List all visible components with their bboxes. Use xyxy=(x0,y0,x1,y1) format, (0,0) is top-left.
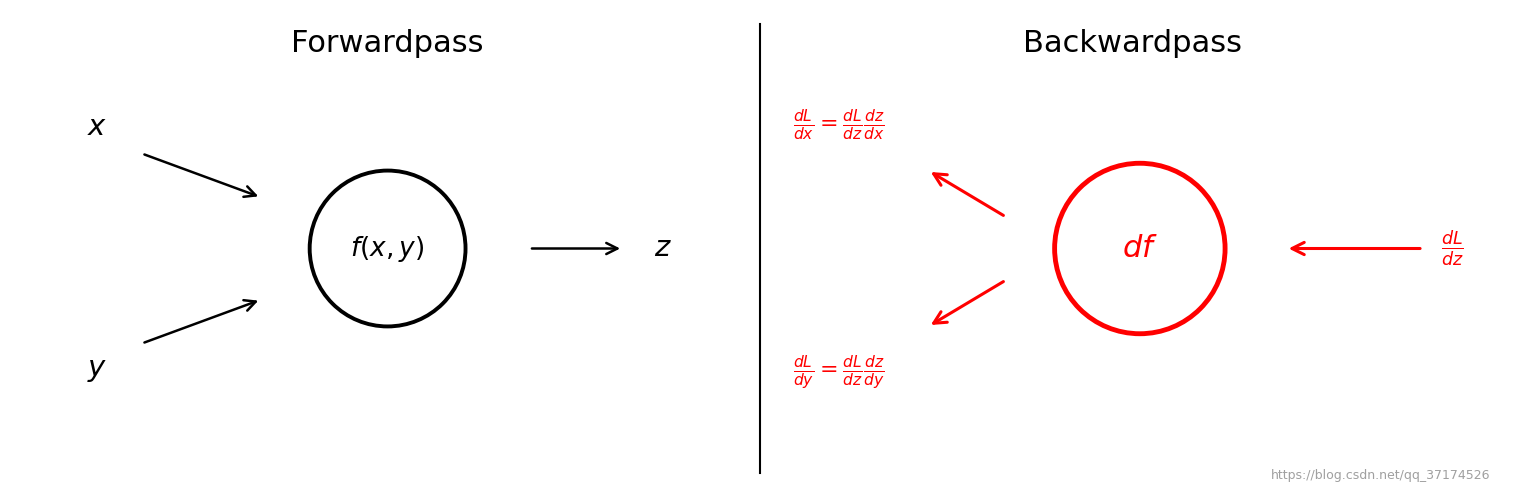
Text: $\frac{dL}{dz}$: $\frac{dL}{dz}$ xyxy=(1441,229,1464,268)
Text: $\frac{dL}{dx} = \frac{dL}{dz}\frac{dz}{dx}$: $\frac{dL}{dx} = \frac{dL}{dz}\frac{dz}{… xyxy=(793,107,885,142)
Text: Forwardpass: Forwardpass xyxy=(292,29,483,59)
Text: $\frac{dL}{dy} = \frac{dL}{dz}\frac{dz}{dy}$: $\frac{dL}{dy} = \frac{dL}{dz}\frac{dz}{… xyxy=(793,354,885,392)
Text: $f(x,y)$: $f(x,y)$ xyxy=(351,234,424,263)
Text: https://blog.csdn.net/qq_37174526: https://blog.csdn.net/qq_37174526 xyxy=(1271,469,1490,482)
Text: Backwardpass: Backwardpass xyxy=(1023,29,1242,59)
Text: $x$: $x$ xyxy=(87,113,108,141)
Text: $y$: $y$ xyxy=(87,356,108,384)
Text: $z$: $z$ xyxy=(654,235,672,262)
Text: $df$: $df$ xyxy=(1122,234,1158,263)
